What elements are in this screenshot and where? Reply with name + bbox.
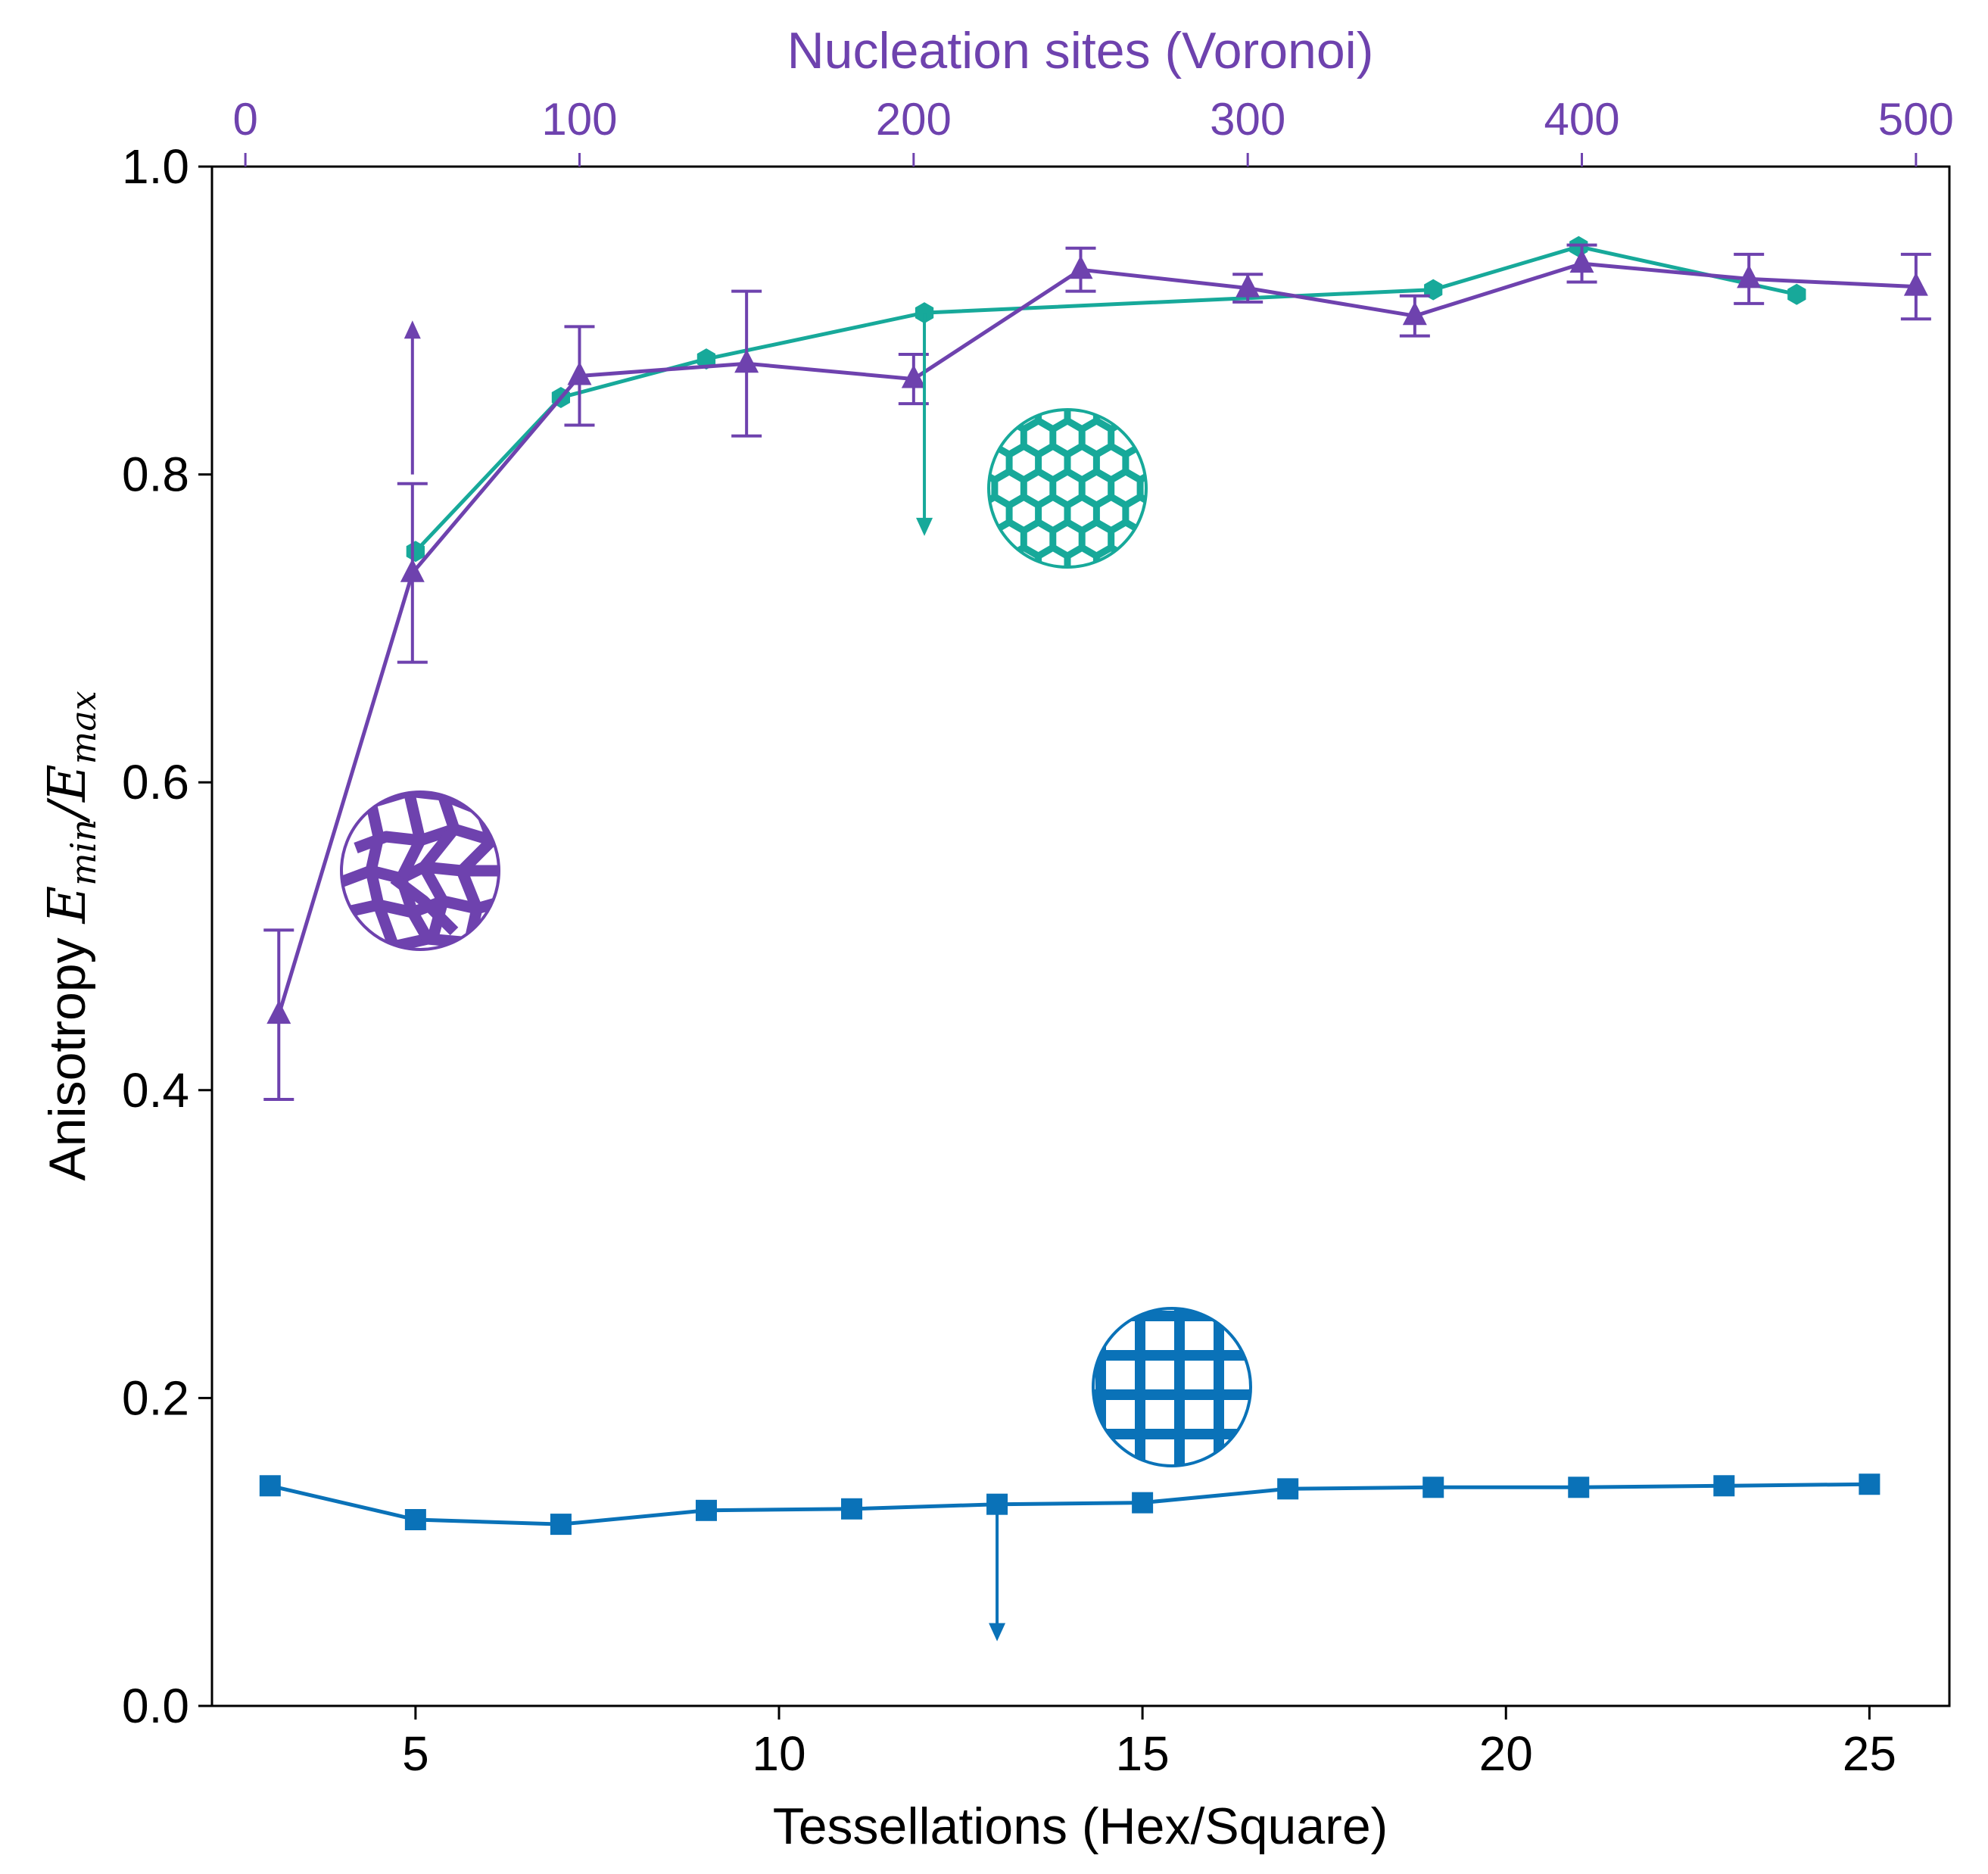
data-point bbox=[404, 1509, 426, 1531]
series-line-voronoi bbox=[276, 261, 1917, 1015]
data-point bbox=[696, 348, 716, 370]
data-point bbox=[259, 1475, 281, 1497]
x-axis-top: 0 100 200 300 400 500 bbox=[232, 94, 1954, 167]
data-point bbox=[915, 302, 934, 324]
y-axis: 0.0 0.2 0.4 0.6 0.8 1.0 bbox=[122, 139, 212, 1733]
data-point bbox=[1277, 1478, 1299, 1500]
x-top-tick-label: 300 bbox=[1210, 94, 1285, 145]
hex-pattern-icon bbox=[987, 408, 1148, 569]
series-square bbox=[259, 1473, 1880, 1536]
arrow-square bbox=[989, 1504, 1006, 1642]
data-point bbox=[1422, 1476, 1444, 1498]
data-point bbox=[550, 1514, 572, 1536]
arrow-voronoi bbox=[404, 320, 421, 475]
x-top-tick-label: 500 bbox=[1878, 94, 1954, 145]
data-point bbox=[1569, 249, 1594, 273]
y-axis-title-prefix: Anisotropy bbox=[39, 924, 96, 1181]
y-axis-title-sub-min: min bbox=[63, 819, 104, 886]
data-point bbox=[1235, 273, 1260, 298]
data-point bbox=[406, 541, 425, 563]
data-point bbox=[841, 1498, 863, 1520]
series-layer bbox=[259, 235, 1931, 1642]
y-axis-title-sub-max: max bbox=[63, 691, 104, 764]
data-point bbox=[1737, 264, 1762, 288]
y-tick-label: 0.2 bbox=[122, 1370, 189, 1425]
voronoi-pattern-icon bbox=[340, 790, 500, 951]
data-point bbox=[266, 1000, 291, 1024]
arrow-hex bbox=[916, 313, 933, 536]
x-top-tick-label: 400 bbox=[1544, 94, 1619, 145]
data-point bbox=[1132, 1492, 1154, 1514]
x-axis-bottom-title: Tessellations (Hex/Square) bbox=[773, 1798, 1388, 1855]
series-line-square bbox=[270, 1482, 1870, 1526]
data-point bbox=[734, 349, 759, 373]
x-bottom-tick-label: 20 bbox=[1479, 1726, 1533, 1781]
x-bottom-tick-label: 15 bbox=[1116, 1726, 1170, 1781]
data-point bbox=[1569, 235, 1588, 257]
x-bottom-tick-label: 10 bbox=[752, 1726, 805, 1781]
data-point bbox=[901, 364, 926, 388]
data-point bbox=[567, 361, 592, 385]
data-point bbox=[1568, 1476, 1590, 1498]
data-point bbox=[1713, 1475, 1735, 1497]
y-tick-label: 0.4 bbox=[122, 1063, 189, 1118]
x-axis-top-title: Nucleation sites (Voronoi) bbox=[787, 22, 1374, 80]
x-top-tick-label: 100 bbox=[541, 94, 617, 145]
data-point bbox=[400, 558, 425, 582]
y-axis-title-e2: E bbox=[38, 764, 98, 803]
x-bottom-tick-label: 25 bbox=[1843, 1726, 1896, 1781]
y-tick-label: 0.6 bbox=[122, 755, 189, 809]
y-axis-title-e1: E bbox=[38, 886, 98, 925]
svg-text:Anisotropy Emin/Emax: Anisotropy Emin/Emax bbox=[38, 691, 104, 1180]
y-tick-label: 0.8 bbox=[122, 447, 189, 502]
data-point bbox=[695, 1499, 717, 1521]
series-voronoi bbox=[263, 243, 1931, 1101]
x-top-tick-label: 200 bbox=[876, 94, 952, 145]
data-point bbox=[1859, 1473, 1880, 1495]
data-point bbox=[1903, 272, 1928, 296]
y-tick-label: 0.0 bbox=[122, 1679, 189, 1733]
x-bottom-tick-label: 5 bbox=[402, 1726, 429, 1781]
y-tick-label: 1.0 bbox=[122, 139, 189, 194]
data-point bbox=[1402, 301, 1427, 326]
x-axis-bottom: 5 10 15 20 25 bbox=[402, 1706, 1896, 1781]
data-point bbox=[1787, 283, 1806, 305]
x-top-tick-label: 0 bbox=[232, 94, 257, 145]
data-point bbox=[1068, 255, 1093, 279]
plot-frame bbox=[210, 165, 1951, 1707]
y-axis-title: Anisotropy Emin/Emax bbox=[38, 691, 104, 1180]
